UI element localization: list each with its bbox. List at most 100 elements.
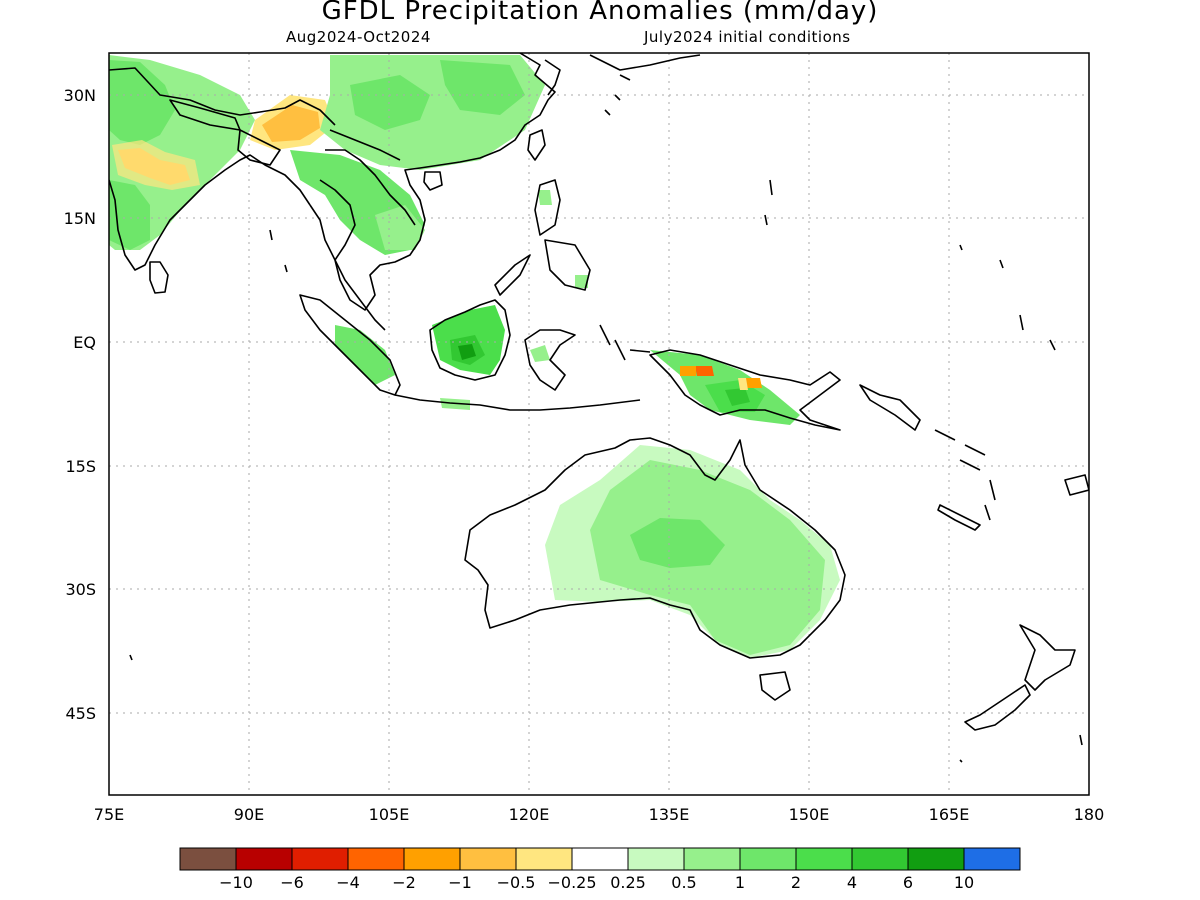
coast-malay [334, 259, 386, 331]
border-thailand [319, 179, 356, 261]
lon-label-180: 180 [1074, 805, 1105, 824]
colorbar-swatch [795, 847, 853, 871]
colorbar-label: 0.25 [610, 873, 646, 892]
lon-label-90e: 90E [234, 805, 264, 824]
lat-label-30n: 30N [64, 86, 96, 105]
coast-islands [129, 179, 1083, 763]
colorbar-label: −0.5 [497, 873, 536, 892]
anomaly-sumatra [335, 325, 395, 385]
border-himalaya [109, 67, 336, 126]
lon-label-75e: 75E [94, 805, 124, 824]
coast-java [394, 394, 641, 411]
coast-china [309, 53, 556, 311]
anomaly-china-strong [350, 75, 430, 130]
anomaly-fields [109, 55, 840, 658]
plot-frame [108, 52, 1090, 796]
colorbar-label: 0.5 [671, 873, 696, 892]
colorbar-swatch [235, 847, 293, 871]
colorbar-label: −2 [392, 873, 416, 892]
anomaly-india-dry-light [112, 140, 200, 190]
colorbar-label: −10 [219, 873, 253, 892]
colorbar-label: −0.25 [547, 873, 596, 892]
graticule [109, 53, 1089, 795]
anomaly-new-guinea-peak [725, 388, 750, 406]
anomaly-sulawesi [530, 345, 550, 362]
colorbar-label: 10 [954, 873, 974, 892]
anomaly-borneo-peak [458, 344, 476, 360]
coast-palawan [494, 254, 531, 296]
colorbar-swatch [851, 847, 909, 871]
coast-australia [464, 437, 846, 659]
coast-mindanao [544, 239, 591, 291]
lat-label-45s: 45S [65, 704, 96, 723]
colorbar-label: 2 [791, 873, 801, 892]
lon-axis: 75E 90E 105E 120E 135E 150E 165E 180 [94, 805, 1105, 824]
colorbar-swatch [459, 847, 517, 871]
coast-solomons [934, 429, 986, 471]
border-china-sea [329, 129, 401, 161]
colorbar-swatch [403, 847, 461, 871]
colorbar-label: 1 [735, 873, 745, 892]
coast-new-guinea [649, 349, 841, 431]
coast-luzon [534, 179, 561, 236]
colorbar-swatch [291, 847, 349, 871]
coast-sri-lanka [149, 261, 169, 294]
coast-fiji [1064, 474, 1089, 496]
coast-new-caledonia [937, 504, 981, 531]
coast-vanuatu [984, 479, 996, 521]
coast-maluku [599, 324, 651, 361]
map-title: GFDL Precipitation Anomalies (mm/day) [321, 0, 879, 26]
border-bangladesh [237, 129, 281, 166]
lat-label-30s: 30S [65, 580, 96, 599]
lat-label-15s: 15S [65, 457, 96, 476]
colorbar-label: −4 [336, 873, 360, 892]
lon-label-120e: 120E [509, 805, 550, 824]
anomaly-australia-core [630, 518, 725, 568]
colorbar-swatch [907, 847, 965, 871]
anomaly-philippines [538, 190, 588, 288]
anomaly-indochina-light [375, 205, 425, 250]
lon-label-135e: 135E [649, 805, 690, 824]
colorbar-label: −1 [448, 873, 472, 892]
anomaly-new-guinea-dry-2 [680, 366, 762, 388]
lat-axis: 30N 15N EQ 15S 30S 45S [64, 86, 96, 723]
colorbar-swatch [739, 847, 797, 871]
colorbar-label: −6 [280, 873, 304, 892]
colorbar-swatch [963, 847, 1021, 871]
lon-label-165e: 165E [929, 805, 970, 824]
colorbar-label: 6 [903, 873, 913, 892]
coast-nz-north [1019, 624, 1076, 691]
coast-taiwan [527, 129, 546, 161]
lat-label-15n: 15N [64, 209, 96, 228]
coast-nz-south [964, 684, 1031, 731]
coastlines [109, 53, 1089, 763]
colorbar-swatch [683, 847, 741, 871]
coast-india [109, 154, 311, 271]
lat-label-eq: EQ [73, 333, 96, 352]
coast-ryukyu [604, 74, 631, 116]
coast-hainan [423, 171, 443, 191]
coast-borneo [429, 299, 511, 381]
coast-korea [544, 59, 561, 96]
anomaly-new-guinea-dry-3 [738, 378, 748, 390]
anomaly-new-guinea-dry [695, 366, 714, 376]
colorbar-swatch [515, 847, 573, 871]
coast-sulawesi [524, 329, 576, 391]
colorbar: −10 −6 −4 −2 −1 −0.5 −0.25 0.25 0.5 1 2 4 6 10 [179, 847, 1021, 892]
anomaly-himalaya-dry-strong [262, 105, 320, 142]
coast-tasmania [759, 671, 791, 701]
colorbar-swatch [571, 847, 629, 871]
colorbar-swatch [347, 847, 405, 871]
coast-new-britain [859, 384, 921, 431]
border-laos-vietnam [325, 149, 416, 226]
lon-label-105e: 105E [369, 805, 410, 824]
initial-conditions: July2024 initial conditions [644, 28, 851, 46]
anomaly-india-strong [109, 60, 175, 145]
colorbar-swatch [627, 847, 685, 871]
colorbar-swatch [179, 847, 237, 871]
coast-japan [589, 54, 701, 71]
anomaly-china-wet [440, 60, 525, 115]
lon-label-150e: 150E [789, 805, 830, 824]
forecast-period: Aug2024-Oct2024 [286, 28, 431, 46]
